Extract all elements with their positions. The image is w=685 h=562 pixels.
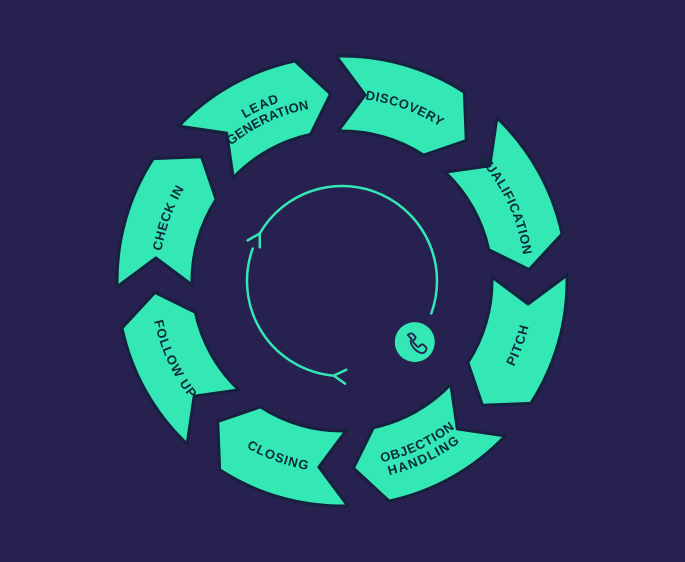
arrowhead-icon: [248, 234, 260, 248]
sales-cycle-diagram: LEADGENERATIONDISCOVERYQUALIFICATIONPITC…: [0, 0, 685, 562]
inner-arc: [248, 186, 437, 313]
cycle-segment: CLOSING: [218, 407, 348, 506]
cycle-segment: CHECK IN: [117, 157, 216, 287]
cycle-segment: DISCOVERY: [336, 56, 466, 155]
cycle-segment: PITCH: [468, 275, 567, 405]
arrowhead-icon: [334, 370, 347, 384]
inner-arc: [247, 249, 346, 384]
phone-icon: [395, 322, 435, 362]
